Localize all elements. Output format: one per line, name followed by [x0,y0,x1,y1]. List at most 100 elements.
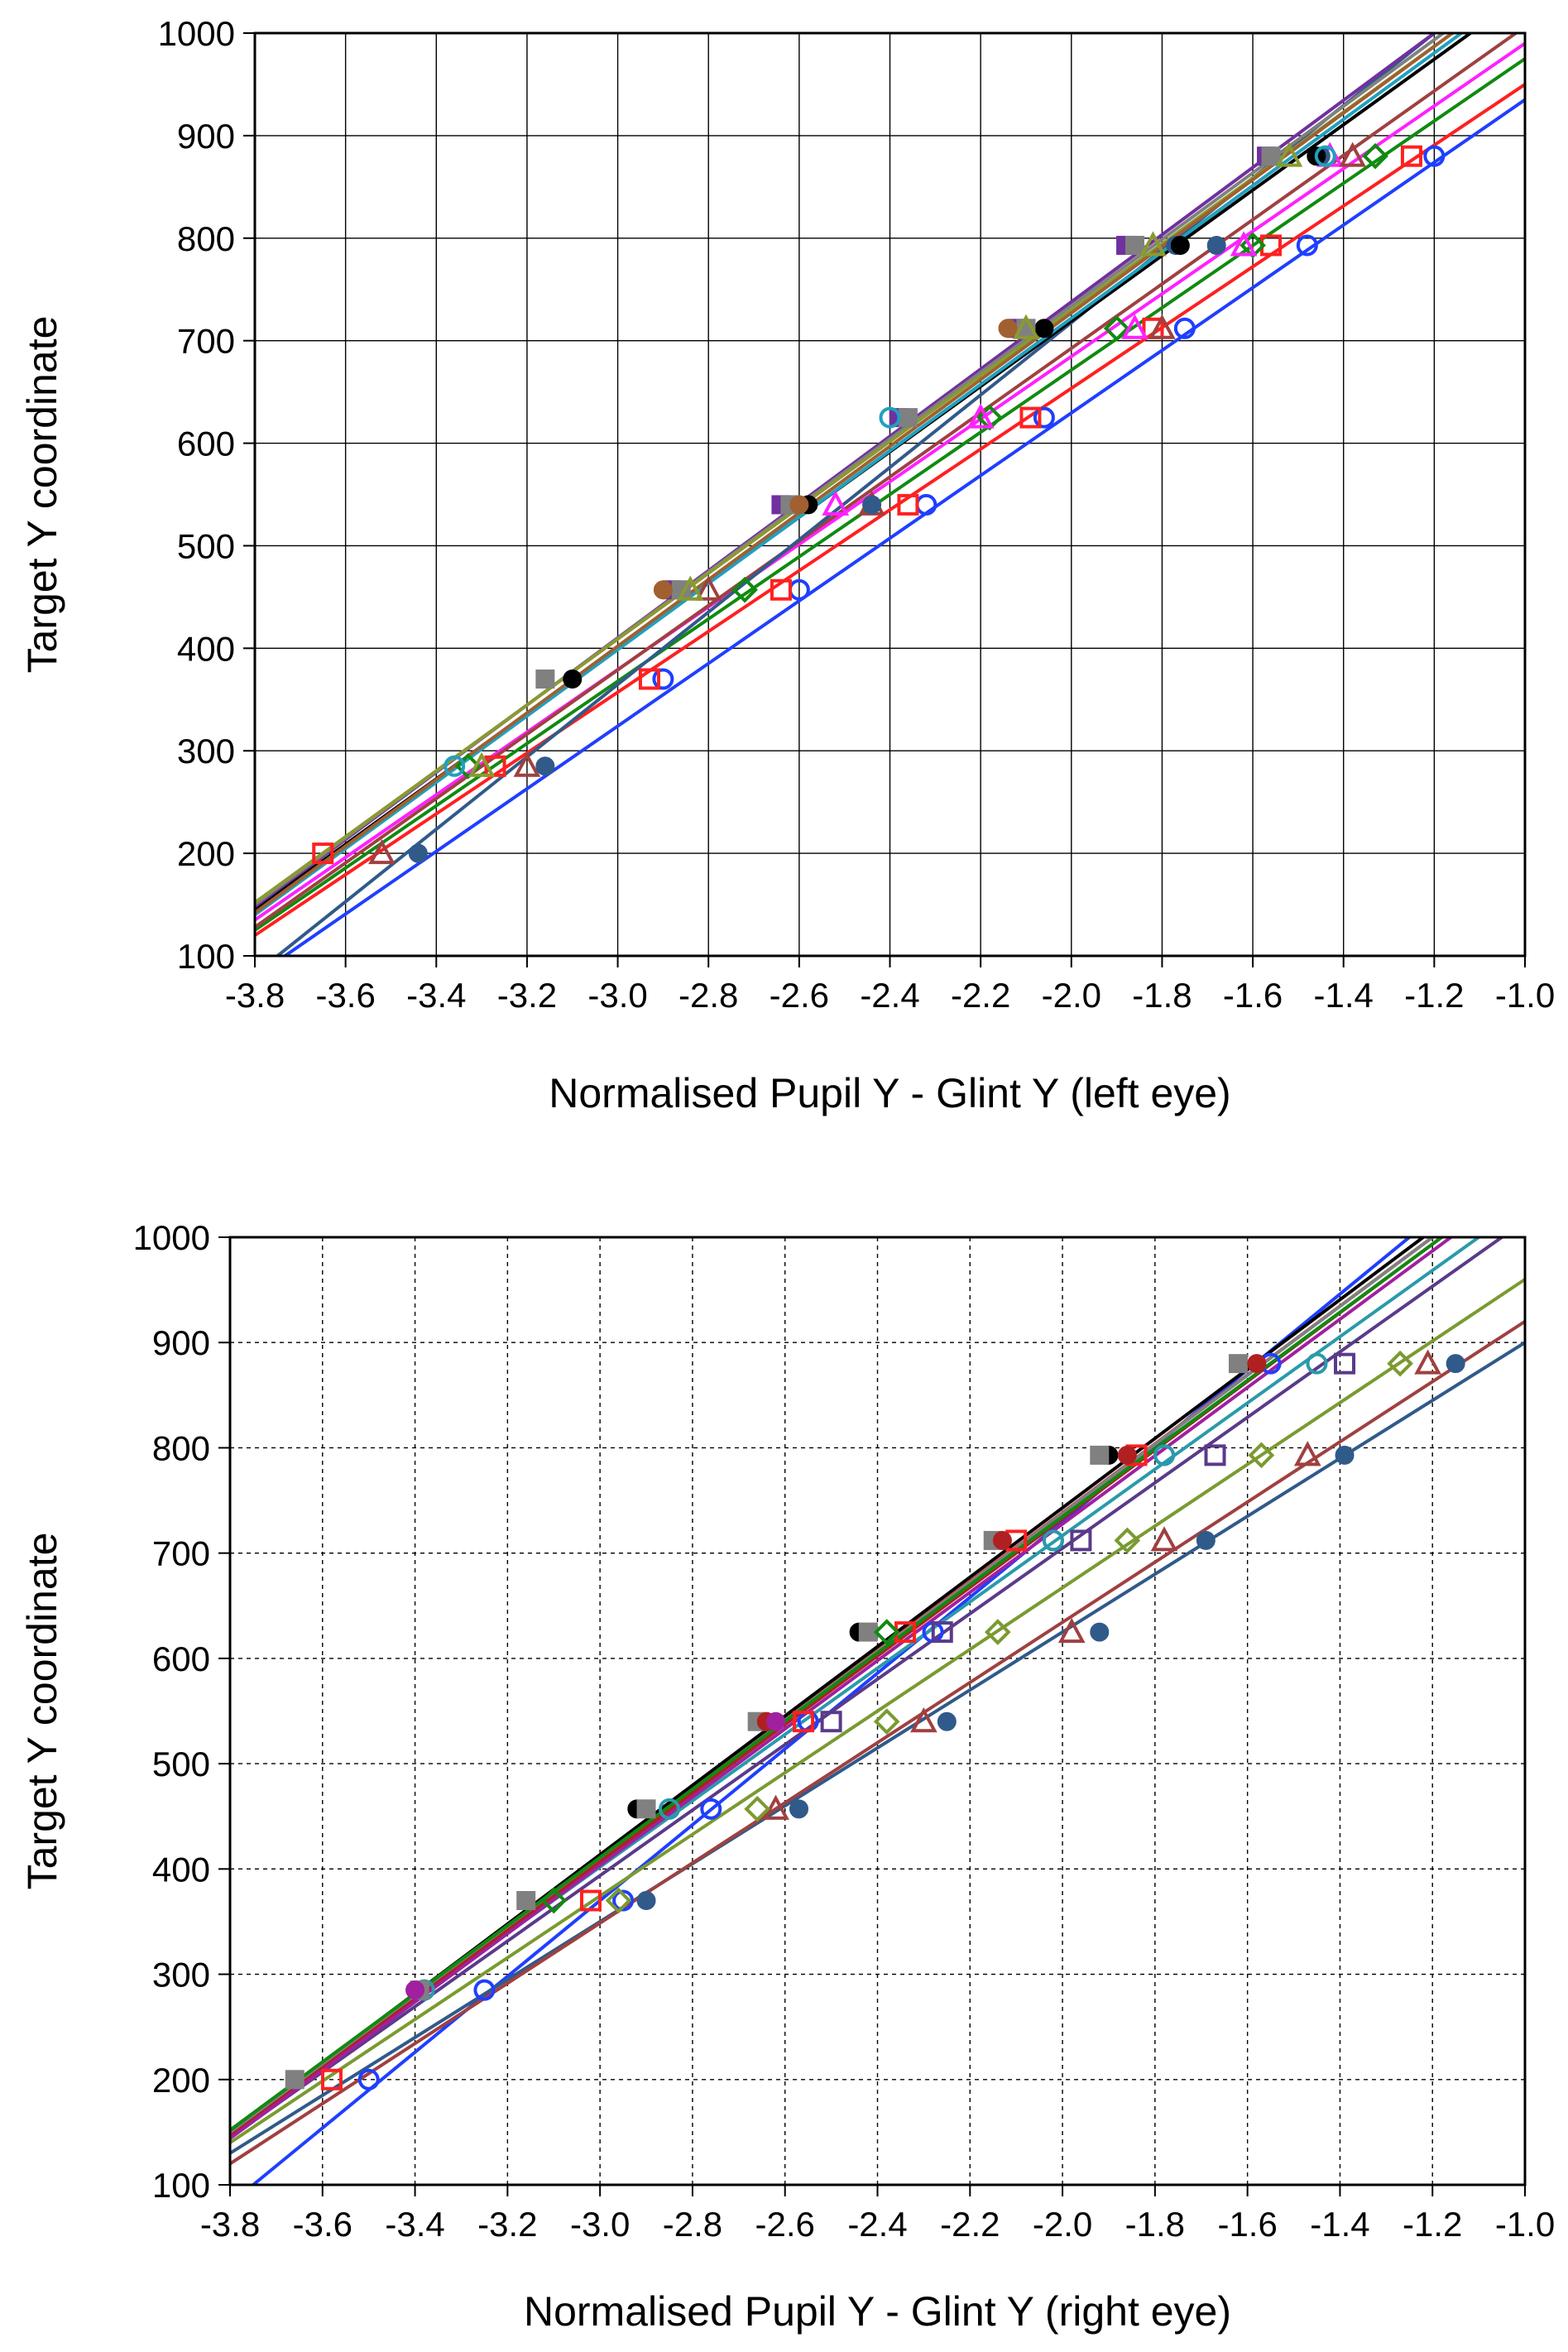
x-tick-label: -1.2 [1404,976,1464,1015]
data-point [1114,1527,1141,1554]
data-point [1247,1354,1267,1374]
x-tick-label: -1.6 [1217,2205,1277,2244]
data-point [636,1799,656,1819]
fit-line [255,33,1463,917]
x-tick-label: -3.8 [225,976,285,1015]
data-point [1400,145,1422,167]
data-point [1042,1529,1064,1552]
y-tick-label: 800 [152,1428,210,1467]
data-point [1173,317,1196,339]
data-point [1248,1442,1275,1469]
data-point [1296,234,1318,257]
y-tick-label: 100 [177,937,235,976]
data-point [744,1795,771,1822]
data-point [1019,406,1042,429]
data-point [1153,1444,1176,1466]
data-point [1204,1444,1226,1466]
fit-line [230,1237,1503,2139]
data-point [1446,1354,1465,1374]
data-point [1057,1617,1086,1644]
data-point [605,1887,632,1914]
data-point [1275,142,1303,167]
x-tick-label: -3.4 [385,2205,444,2244]
data-point [1334,1352,1356,1375]
x-tick-label: -2.2 [940,2205,1000,2244]
data-point [468,751,496,777]
x-tick-label: -3.2 [497,976,557,1015]
data-point [931,1621,953,1644]
data-point [563,670,583,689]
data-point [1103,314,1130,342]
data-point [1335,1445,1355,1465]
x-tick-label: -1.2 [1403,2205,1462,2244]
data-point [992,1530,1012,1550]
data-point [1339,142,1367,167]
y-tick-label: 200 [177,834,235,873]
fit-line [281,98,1525,956]
data-point [535,756,555,776]
x-tick-label: -3.6 [293,2205,352,2244]
data-point [638,668,660,690]
y-tick-label: 600 [177,425,235,463]
data-point [984,1619,1011,1645]
y-tick-label: 1000 [158,14,235,53]
data-point [1150,1526,1178,1552]
data-point [897,493,919,516]
data-point [312,842,334,865]
data-point [766,1711,786,1731]
data-point [789,495,809,515]
x-tick-label: -2.4 [847,2205,907,2244]
data-point [444,755,466,777]
right-eye-chart: -3.8 -3.6 -3.4 -3.2 -3.0 -2.8 -2.6 -2.4 -2.2 -2.0… [19,1218,1555,2335]
data-point [1228,1354,1248,1374]
x-axis-title: Normalised Pupil Y - Glint Y (right eye) [524,2288,1231,2335]
y-tick-label: 600 [152,1639,210,1678]
y-tick-label: 800 [177,219,235,258]
fit-line [255,33,1454,914]
data-point [1090,1622,1110,1642]
data-point [1362,142,1388,170]
data-point [770,578,792,601]
x-tick-label: -1.0 [1495,2205,1555,2244]
y-tick-label: 400 [152,1850,210,1889]
y-tick-label: 500 [177,526,235,565]
fit-line [255,57,1525,932]
data-point [1414,1349,1441,1375]
fit-line [230,1341,1525,2155]
data-point [879,406,901,429]
data-point [1070,1529,1092,1552]
data-point [1230,231,1258,257]
x-tick-label: -3.0 [570,2205,630,2244]
y-tick-label: 1000 [133,1218,210,1257]
fit-line [255,83,1525,937]
x-tick-label: -3.0 [587,976,647,1015]
data-point [700,1798,722,1820]
data-point [1117,1445,1137,1465]
data-point [1090,1445,1110,1465]
y-axis-title: Target Y coordinate [19,1533,65,1890]
fit-line [230,1320,1525,2166]
data-point [1121,314,1148,339]
data-point [516,1891,536,1910]
x-tick-label: -1.4 [1314,976,1374,1015]
data-point [1125,235,1145,255]
x-tick-label: -2.0 [1042,976,1101,1015]
data-point [937,1711,957,1731]
data-point [676,575,704,601]
data-point [822,490,850,516]
data-point [405,1980,425,2000]
data-point [966,403,995,429]
data-point [408,843,428,863]
data-point [1306,1352,1328,1375]
data-point [357,2068,380,2090]
x-tick-label: -3.4 [406,976,466,1015]
y-tick-label: 200 [152,2061,210,2100]
data-point [998,319,1018,338]
data-point [513,751,541,777]
data-point [910,1707,937,1733]
y-tick-label: 300 [152,1956,210,1994]
plot-frame [228,1236,1527,2186]
data-point [915,493,937,516]
y-tick-label: 900 [177,117,235,156]
